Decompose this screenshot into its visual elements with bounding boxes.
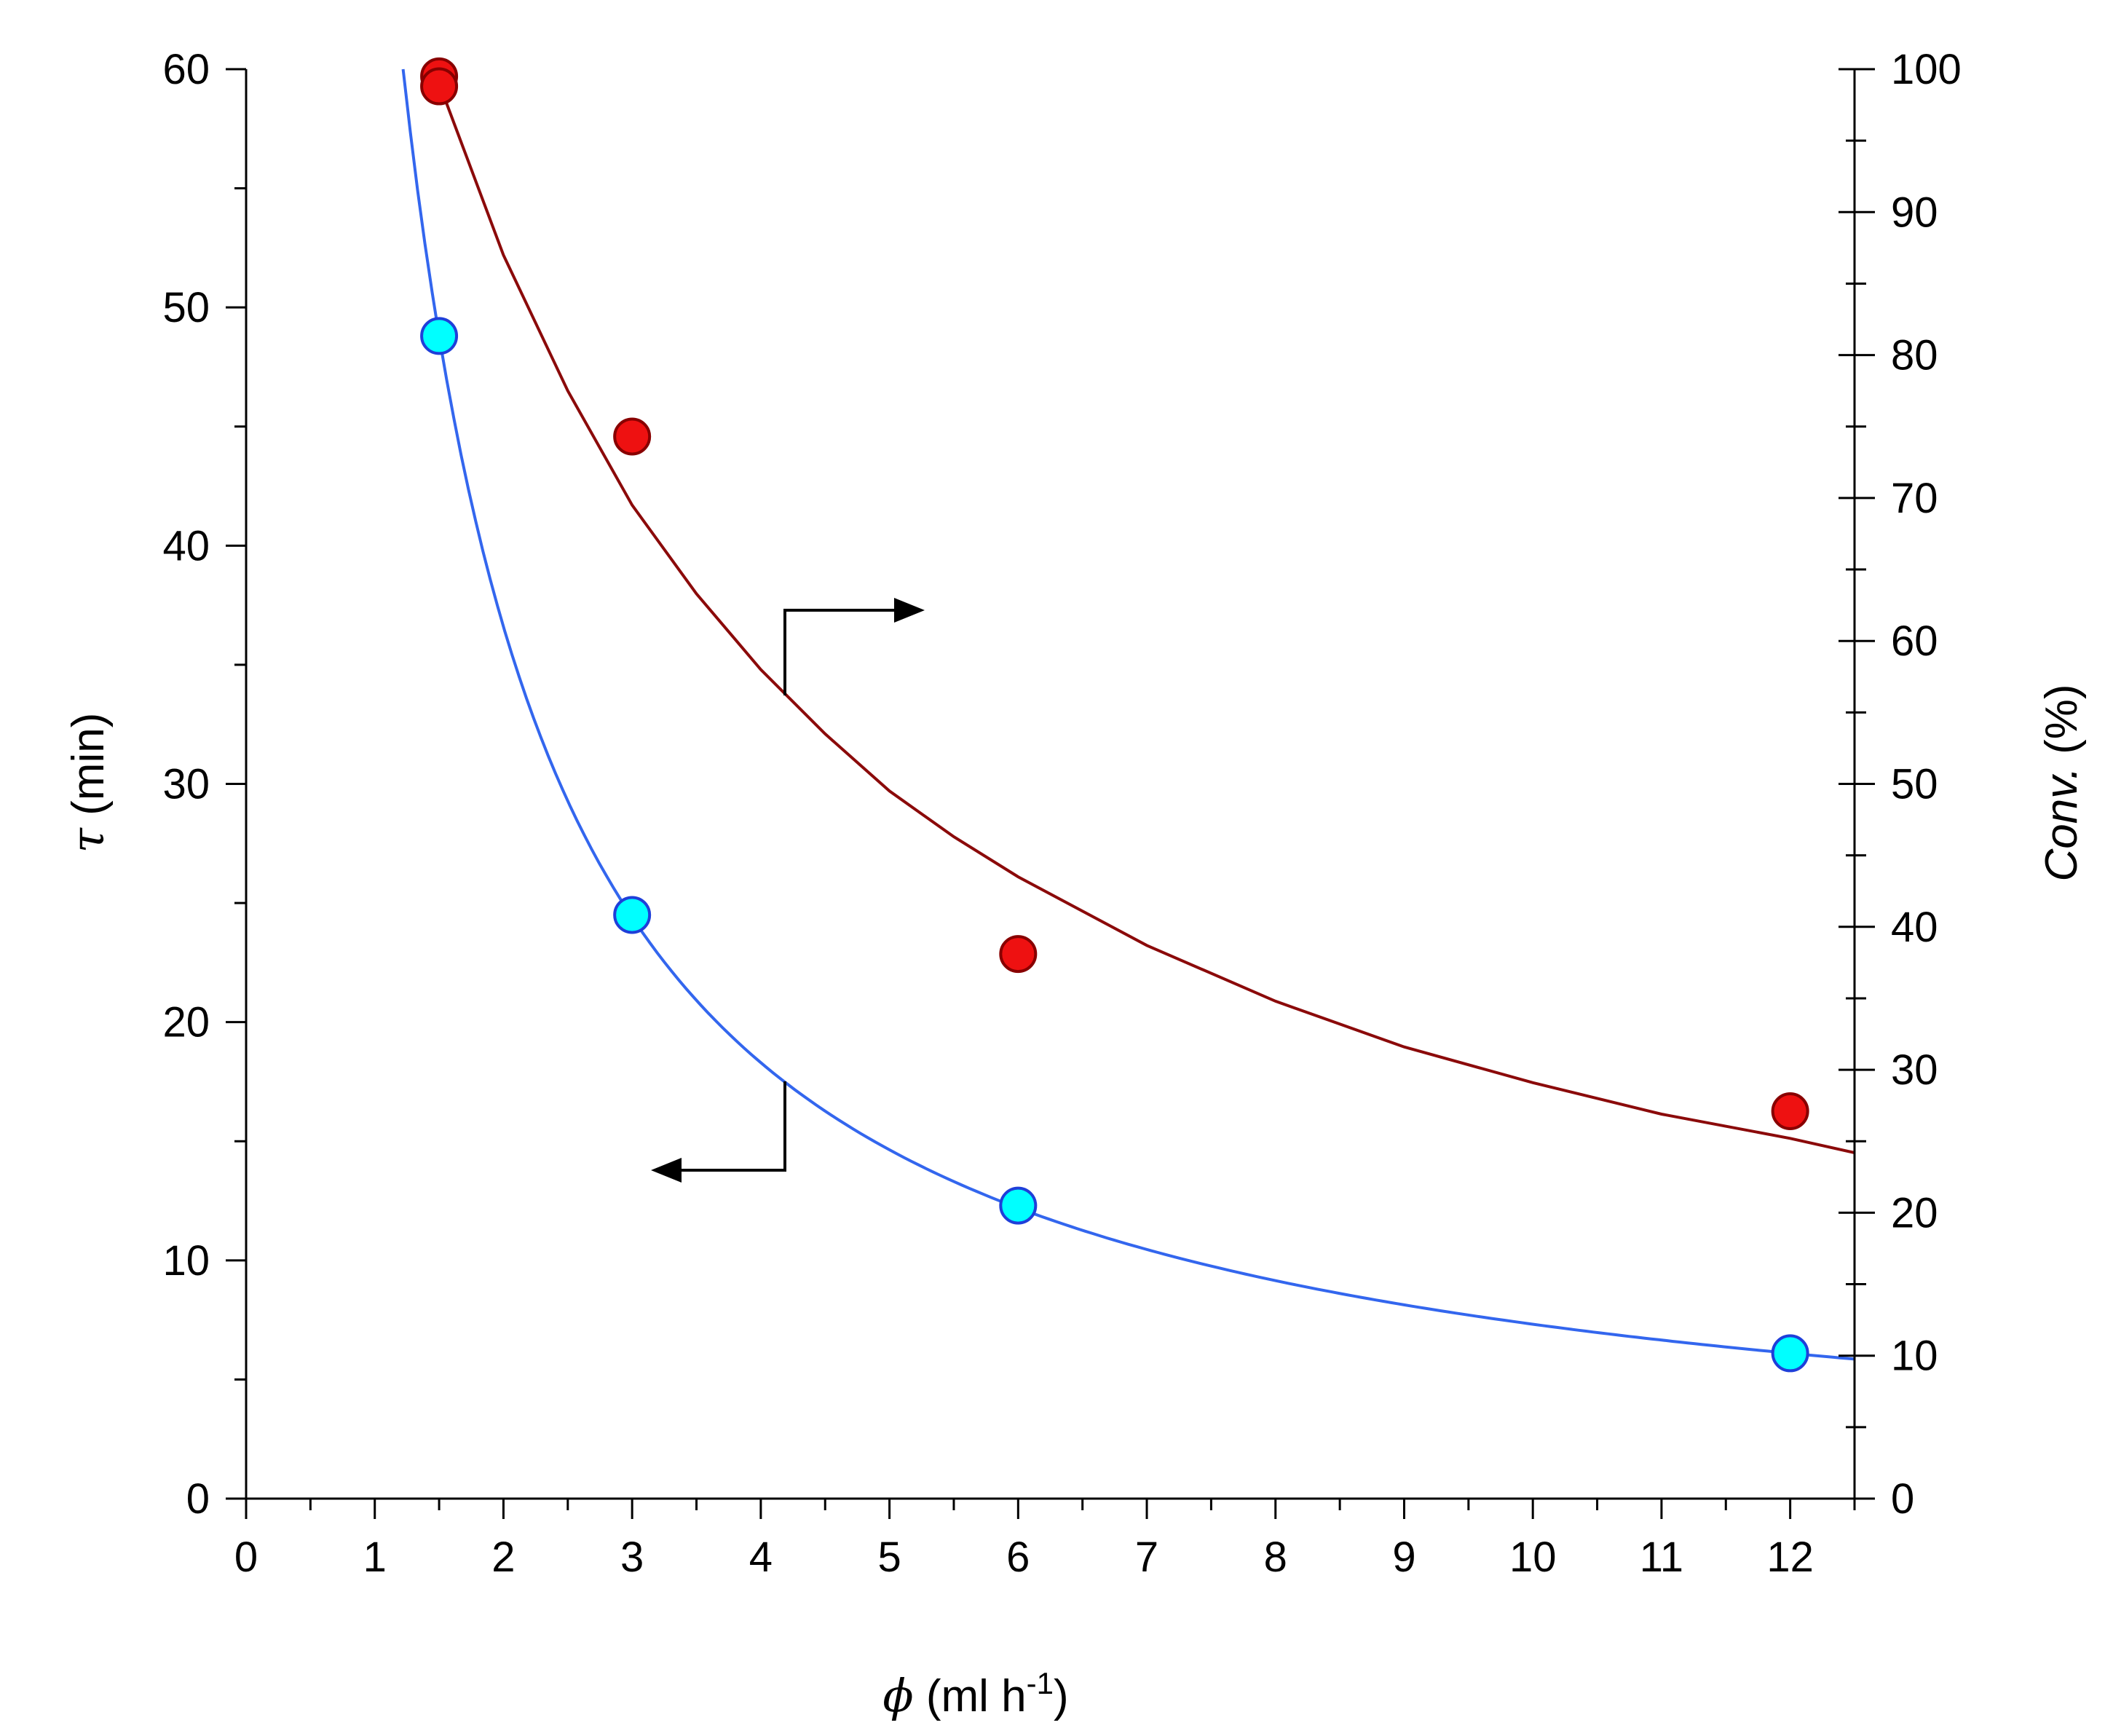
y-left-tick-label: 30 [162, 761, 210, 808]
conversion-data-point [1771, 1092, 1809, 1131]
fit-curves [401, 68, 1855, 1361]
y-right-tick-label: 50 [1891, 761, 1938, 808]
data-points [420, 57, 1809, 1373]
x-tick-label: 8 [1264, 1534, 1287, 1581]
y-right-tick-label: 30 [1891, 1046, 1938, 1094]
axes [226, 68, 1875, 1519]
x-tick-label: 10 [1509, 1534, 1557, 1581]
y-left-tick-label: 50 [162, 284, 210, 331]
x-tick-label: 1 [363, 1534, 387, 1581]
tau-fit-curve [401, 68, 1855, 1361]
x-tick-label: 4 [749, 1534, 773, 1581]
x-tick-label: 0 [234, 1534, 258, 1581]
arrow-right-head [894, 598, 925, 623]
conversion-data-point [613, 417, 652, 456]
tick-labels: 0 1 2 3 4 5 6 7 8 9 10 11 12010203040506001020304050… [162, 46, 1961, 1581]
y-axis-right-title: Conv. (%) [2037, 684, 2087, 881]
tau-data-point [420, 317, 459, 355]
y-left-tick-label: 0 [186, 1475, 210, 1523]
x-tick-label: 9 [1392, 1534, 1415, 1581]
y-left-tick-label: 40 [162, 522, 210, 569]
y-right-tick-label: 20 [1891, 1189, 1938, 1236]
x-tick-label: 2 [491, 1534, 515, 1581]
y-right-tick-label: 0 [1891, 1475, 1914, 1523]
y-right-tick-label: 70 [1891, 475, 1938, 522]
y-left-tick-label: 10 [162, 1237, 210, 1285]
conversion-data-point [999, 935, 1038, 974]
arrow-left-head [651, 1158, 682, 1183]
y-right-tick-label: 80 [1891, 332, 1938, 379]
x-tick-label: 3 [620, 1534, 644, 1581]
y-left-tick-label: 60 [162, 46, 210, 93]
conversion-data-point [420, 67, 459, 106]
y-axis-left-title: τ (min) [61, 713, 114, 853]
y-right-tick-label: 10 [1891, 1333, 1938, 1380]
arrow-to-left-axis [682, 1081, 786, 1172]
tau-data-point [613, 896, 652, 934]
x-axis-title: ϕ (ml h-1) [882, 1666, 1068, 1722]
x-tick-label: 11 [1640, 1534, 1683, 1581]
tau-data-point [1771, 1334, 1809, 1373]
x-tick-label: 6 [1006, 1534, 1030, 1581]
y-left-tick-label: 20 [162, 999, 210, 1046]
y-right-tick-label: 60 [1891, 618, 1938, 665]
x-tick-label: 5 [877, 1534, 901, 1581]
tau-data-point [999, 1186, 1038, 1225]
x-tick-label: 12 [1766, 1534, 1814, 1581]
arrow-to-right-axis [783, 609, 894, 695]
x-tick-label: 7 [1135, 1534, 1158, 1581]
y-right-tick-label: 100 [1891, 46, 1962, 93]
conversion-fit-curve [438, 82, 1855, 1154]
y-right-tick-label: 90 [1891, 189, 1938, 236]
y-right-tick-label: 40 [1891, 904, 1938, 951]
